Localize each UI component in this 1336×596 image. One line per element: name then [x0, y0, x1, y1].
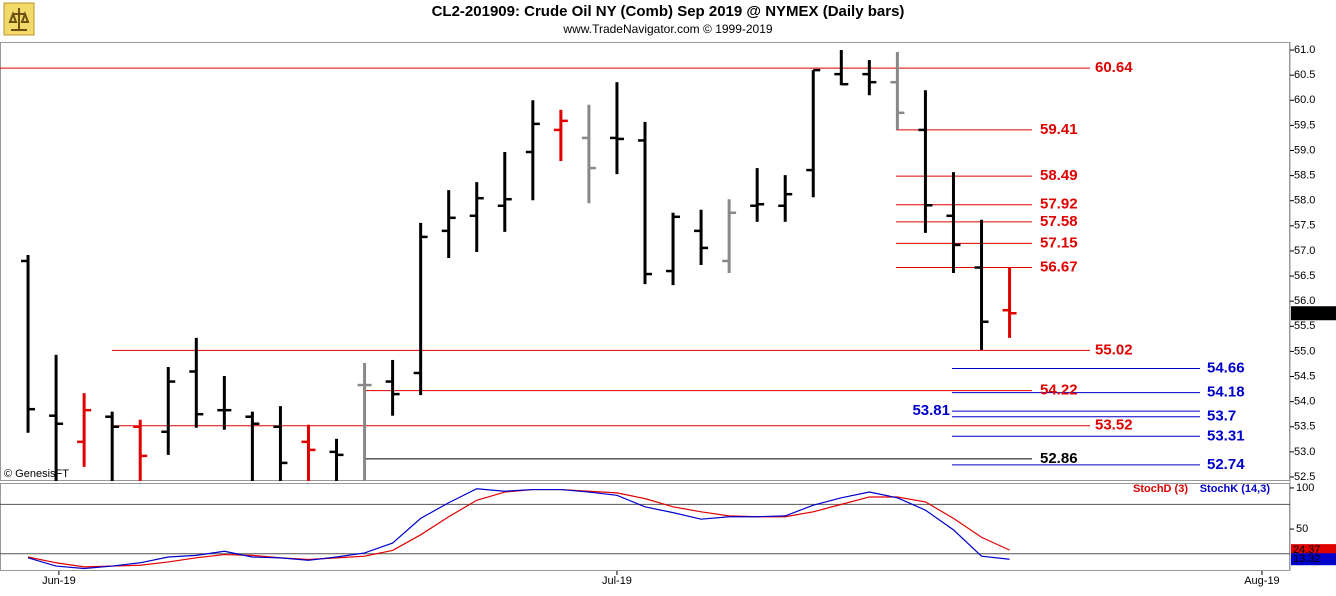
y-tick-label: 56.5: [1294, 270, 1315, 282]
y-tick-label: 52.5: [1294, 471, 1315, 483]
level-label: 58.49: [1040, 167, 1078, 184]
level-label: 57.92: [1040, 196, 1078, 213]
logo: [3, 2, 35, 36]
y-tick-label: 60.0: [1294, 94, 1315, 106]
level-label: 52.86: [1040, 450, 1078, 467]
source-note: © GenesisFT: [4, 468, 69, 480]
stoch-line: [27, 488, 1010, 568]
stoch-last-box: [1291, 553, 1336, 566]
y-tick-label: 55.5: [1294, 320, 1315, 332]
y-tick-label: 58.0: [1294, 195, 1315, 207]
x-tick-label: Aug-19: [1244, 575, 1279, 587]
stoch-plot: [0, 488, 1290, 570]
y-tick-label: 53.0: [1294, 446, 1315, 458]
y-tick-label: 54.5: [1294, 370, 1315, 382]
stoch-last-label: 13.32: [1293, 553, 1321, 565]
x-tick-label: Jun-19: [42, 575, 76, 587]
price-plot: [0, 50, 1200, 481]
stoch-last-box: [1291, 544, 1336, 557]
last-price-label: 55.76: [1293, 307, 1321, 319]
level-label: 56.67: [1040, 258, 1078, 275]
legend-entry: StochD (3): [1133, 483, 1188, 495]
level-label: 54.22: [1040, 382, 1078, 399]
level-label: 60.64: [1095, 59, 1133, 76]
stoch-last-label: 24.37: [1293, 544, 1321, 556]
level-label: 57.15: [1040, 234, 1078, 251]
y-tick-label: 57.5: [1294, 220, 1315, 232]
y-tick-label: 61.0: [1294, 44, 1315, 56]
chart-title: CL2-201909: Crude Oil NY (Comb) Sep 2019…: [432, 3, 905, 20]
stoch-y-tick-label: 50: [1296, 523, 1308, 535]
stoch-panel: [0, 483, 1290, 571]
level-label: 53.31: [1207, 427, 1245, 444]
y-tick-label: 59.5: [1294, 119, 1315, 131]
level-label: 53.52: [1095, 417, 1133, 434]
y-tick-label: 57.0: [1294, 245, 1315, 257]
y-tick-label: 58.5: [1294, 170, 1315, 182]
y-tick-label: 60.5: [1294, 69, 1315, 81]
y-tick-label: 55.0: [1294, 345, 1315, 357]
level-label: 57.58: [1040, 213, 1078, 230]
stoch-y-tick-label: 100: [1296, 482, 1314, 494]
x-tick-label: Jul-19: [602, 575, 632, 587]
last-price-box: [1291, 306, 1336, 321]
overlay: 61.0 60.5 60.0 59.5 59.0 58.5 58.0 57.5 57.0 56.5…: [42, 44, 1336, 587]
y-tick-label: 59.0: [1294, 144, 1315, 156]
y-tick-label: 53.5: [1294, 421, 1315, 433]
y-tick-label: 54.0: [1294, 396, 1315, 408]
chart-subtitle: www.TradeNavigator.com © 1999-2019: [562, 22, 772, 36]
stoch-line: [27, 488, 1010, 570]
level-label: 54.66: [1207, 359, 1245, 376]
level-label: 59.41: [1040, 121, 1078, 138]
legend-entry: StochK (14,3): [1200, 483, 1271, 495]
level-label: 54.18: [1207, 384, 1245, 401]
level-label: 53.81: [912, 402, 950, 419]
y-tick-label: 56.0: [1294, 295, 1315, 307]
level-label: 53.7: [1207, 408, 1236, 425]
level-label: 52.74: [1207, 456, 1245, 473]
level-label: 55.02: [1095, 341, 1133, 358]
